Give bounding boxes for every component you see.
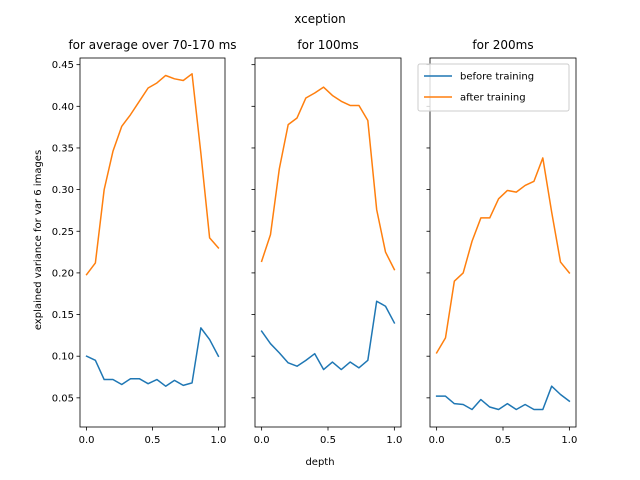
y-tick-label: 0.10 <box>52 352 74 363</box>
y-axis-label: explained variance for var 6 images <box>33 150 44 330</box>
series-line-after-training-panel-3 <box>435 157 571 354</box>
x-axis-label: depth <box>305 457 334 468</box>
legend-label-after-training: after training <box>460 93 526 104</box>
y-tick-label: 0.25 <box>52 227 74 238</box>
panel-title-2: for 100ms <box>297 38 358 52</box>
panel-1: for average over 70-170 ms 0.05 0.10 0.15 0.… <box>52 38 237 446</box>
series-line-before-training-panel-2 <box>260 300 396 371</box>
x-tick-label: 1.0 <box>561 435 577 446</box>
y-tick-label: 0.30 <box>52 185 74 196</box>
panel-2: for 100ms 0.0 0.5 1.0 <box>251 38 402 446</box>
panel-title-1: for average over 70-170 ms <box>68 38 236 52</box>
legend-label-before-training: before training <box>460 72 534 83</box>
y-tick-label: 0.35 <box>52 143 74 154</box>
y-tick-label: 0.20 <box>52 268 74 279</box>
legend-box <box>417 63 570 112</box>
x-tick-label: 1.0 <box>210 435 226 446</box>
x-tick-label: 0.5 <box>495 435 511 446</box>
y-tick-label: 0.05 <box>52 393 74 404</box>
series-line-before-training-panel-3 <box>435 385 571 411</box>
panels: for average over 70-170 ms 0.05 0.10 0.15 0.… <box>52 38 578 446</box>
x-tick-label: 1.0 <box>386 435 402 446</box>
y-tick-label: 0.15 <box>52 310 74 321</box>
legend: before training after training <box>417 63 570 112</box>
suptitle: xception <box>294 12 345 26</box>
x-tick-label: 0.5 <box>145 435 161 446</box>
series-line-after-training-panel-2 <box>260 86 396 271</box>
panel-title-3: for 200ms <box>472 38 533 52</box>
x-tick-label: 0.0 <box>254 435 270 446</box>
y-tick-label: 0.45 <box>52 60 74 71</box>
x-tick-label: 0.0 <box>429 435 445 446</box>
x-tick-label: 0.5 <box>320 435 336 446</box>
x-tick-label: 0.0 <box>79 435 95 446</box>
series-line-before-training-panel-1 <box>85 327 220 387</box>
y-tick-label: 0.40 <box>52 102 74 113</box>
panel-3: for 200ms 0.0 0.5 1.0 <box>426 38 577 446</box>
series-line-after-training-panel-1 <box>85 73 220 276</box>
